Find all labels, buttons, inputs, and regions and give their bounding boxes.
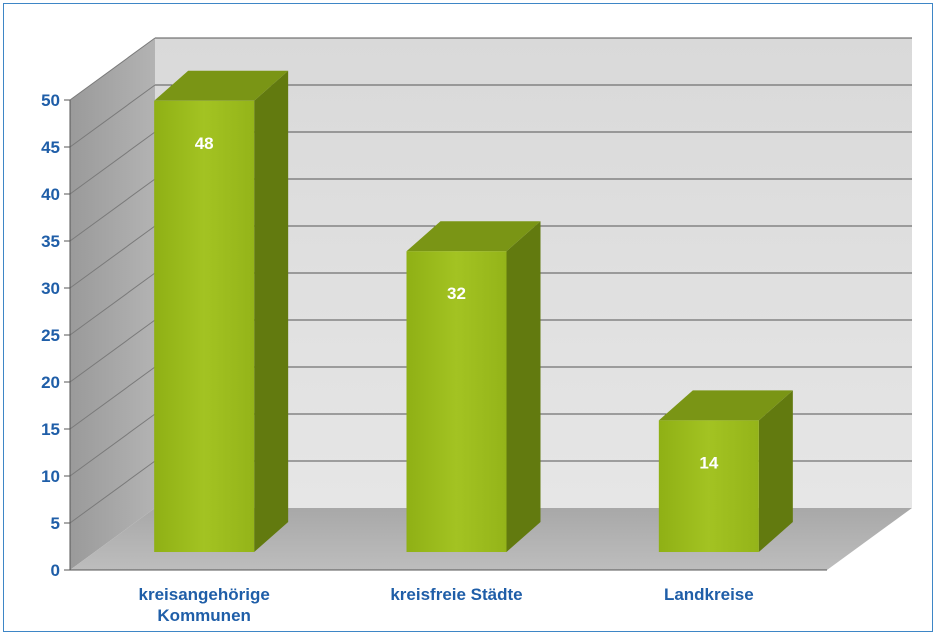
gridline-side [69,413,156,477]
bar-side [254,70,289,553]
gridline-side [69,131,156,195]
y-tick-label: 45 [41,138,60,157]
bar: 14 [658,390,793,552]
x-tick-label-line: kreisangehörige [139,585,270,604]
gridline-side [69,225,156,289]
gridline-side [69,366,156,430]
bar-front [154,100,255,553]
x-tick-label: kreisangehörige Kommunen [139,585,270,625]
y-tick-label: 25 [41,326,60,345]
x-axis-labels: kreisangehörige Kommunen kreisfreie Städte… [139,585,754,625]
y-tick-label: 30 [41,279,60,298]
gridline-side [69,84,156,148]
y-tick-label: 35 [41,232,60,251]
gridline-side [69,272,156,336]
bar-chart: 0 5 10 15 20 25 30 35 40 45 50 48 32 14 kreisangehör… [41,37,912,625]
data-label: 32 [447,284,466,303]
x-tick-label: kreisfreie Städte [390,585,522,604]
y-tick-label: 0 [51,561,60,580]
x-tick-label-line: Kommunen [157,606,251,625]
y-tick-label: 5 [51,514,60,533]
y-tick-label: 20 [41,373,60,392]
gridline-side [69,460,156,524]
data-label: 14 [699,453,718,472]
gridline-side [69,178,156,242]
bar-top [154,70,289,101]
y-tick-label: 15 [41,420,60,439]
y-tick-label: 10 [41,467,60,486]
y-axis: 0 5 10 15 20 25 30 35 40 45 50 [41,91,827,580]
bar-side [758,390,793,552]
bar-side [506,221,541,552]
bar-front [658,420,759,552]
gridline-side [69,319,156,383]
x-tick-label-line: Landkreise [664,585,754,604]
bar-top [406,221,541,252]
gridline-side [69,37,156,101]
bar-front [406,251,507,552]
bar: 32 [406,221,541,552]
bar: 48 [154,70,289,553]
chart-frame: 0 5 10 15 20 25 30 35 40 45 50 48 32 14 kreisangehör… [3,3,933,632]
bar-top [658,390,793,421]
bars: 48 32 14 [154,70,793,553]
y-tick-label: 50 [41,91,60,110]
data-label: 48 [195,134,214,153]
y-tick-label: 40 [41,185,60,204]
x-tick-label-line: kreisfreie Städte [390,585,522,604]
x-tick-label: Landkreise [664,585,754,604]
